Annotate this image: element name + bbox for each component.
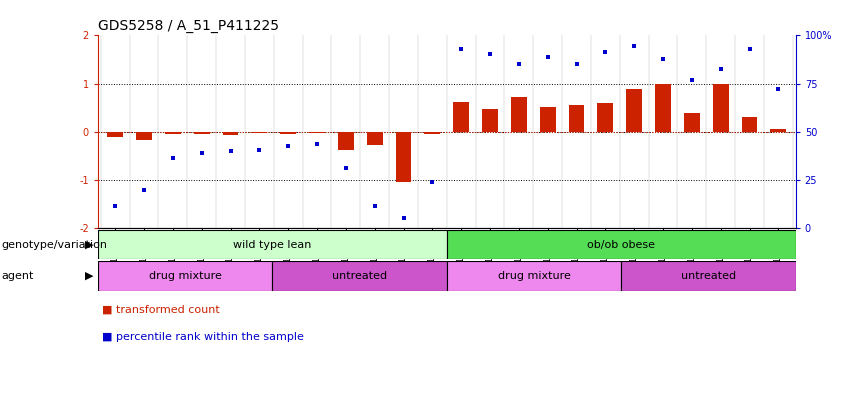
Point — [541, 54, 555, 60]
Bar — [223, 132, 238, 135]
Point — [166, 155, 180, 161]
Point — [512, 61, 526, 67]
Text: ▶: ▶ — [85, 271, 94, 281]
Point — [137, 187, 151, 193]
Point — [685, 77, 699, 83]
Point — [483, 51, 497, 57]
Bar — [338, 132, 354, 150]
Text: wild type lean: wild type lean — [233, 240, 311, 250]
Bar — [511, 97, 527, 132]
Text: drug mixture: drug mixture — [498, 271, 570, 281]
Point — [195, 150, 208, 156]
Bar — [454, 102, 469, 132]
Bar — [741, 117, 757, 132]
Point — [656, 56, 670, 62]
Bar — [626, 89, 643, 132]
Bar — [483, 108, 498, 132]
Text: GDS5258 / A_51_P411225: GDS5258 / A_51_P411225 — [98, 19, 279, 33]
Bar — [272, 261, 447, 291]
Point — [311, 141, 324, 147]
Point — [627, 43, 641, 49]
Point — [714, 66, 728, 72]
Point — [108, 203, 122, 209]
Point — [743, 46, 757, 52]
Point — [454, 46, 468, 52]
Bar — [621, 261, 796, 291]
Text: ■ percentile rank within the sample: ■ percentile rank within the sample — [102, 332, 304, 342]
Text: agent: agent — [2, 271, 34, 281]
Point — [598, 49, 612, 55]
Text: drug mixture: drug mixture — [149, 271, 221, 281]
Bar — [98, 230, 447, 259]
Bar — [136, 132, 152, 140]
Point — [368, 203, 381, 209]
Bar — [425, 132, 440, 134]
Bar — [107, 132, 123, 138]
Bar — [98, 261, 272, 291]
Point — [339, 165, 352, 171]
Bar — [540, 107, 556, 132]
Bar — [309, 132, 325, 133]
Text: ob/ob obese: ob/ob obese — [587, 240, 655, 250]
Text: genotype/variation: genotype/variation — [2, 240, 108, 250]
Bar — [684, 113, 700, 132]
Point — [772, 86, 785, 92]
Bar — [770, 129, 786, 132]
Point — [224, 148, 237, 154]
Bar — [396, 132, 411, 182]
Bar — [194, 132, 209, 134]
Text: ■ transformed count: ■ transformed count — [102, 305, 220, 314]
Bar — [597, 103, 614, 132]
Bar — [251, 132, 267, 133]
Point — [253, 147, 266, 153]
Point — [426, 179, 439, 185]
Text: ▶: ▶ — [85, 240, 94, 250]
Bar — [447, 261, 621, 291]
Bar — [280, 132, 296, 134]
Bar — [367, 132, 383, 145]
Bar — [447, 230, 796, 259]
Text: untreated: untreated — [332, 271, 387, 281]
Point — [569, 61, 583, 67]
Bar — [655, 84, 671, 132]
Point — [282, 143, 295, 149]
Bar — [713, 84, 728, 132]
Bar — [568, 105, 585, 132]
Bar — [165, 132, 180, 134]
Text: untreated: untreated — [681, 271, 736, 281]
Point — [397, 215, 410, 221]
